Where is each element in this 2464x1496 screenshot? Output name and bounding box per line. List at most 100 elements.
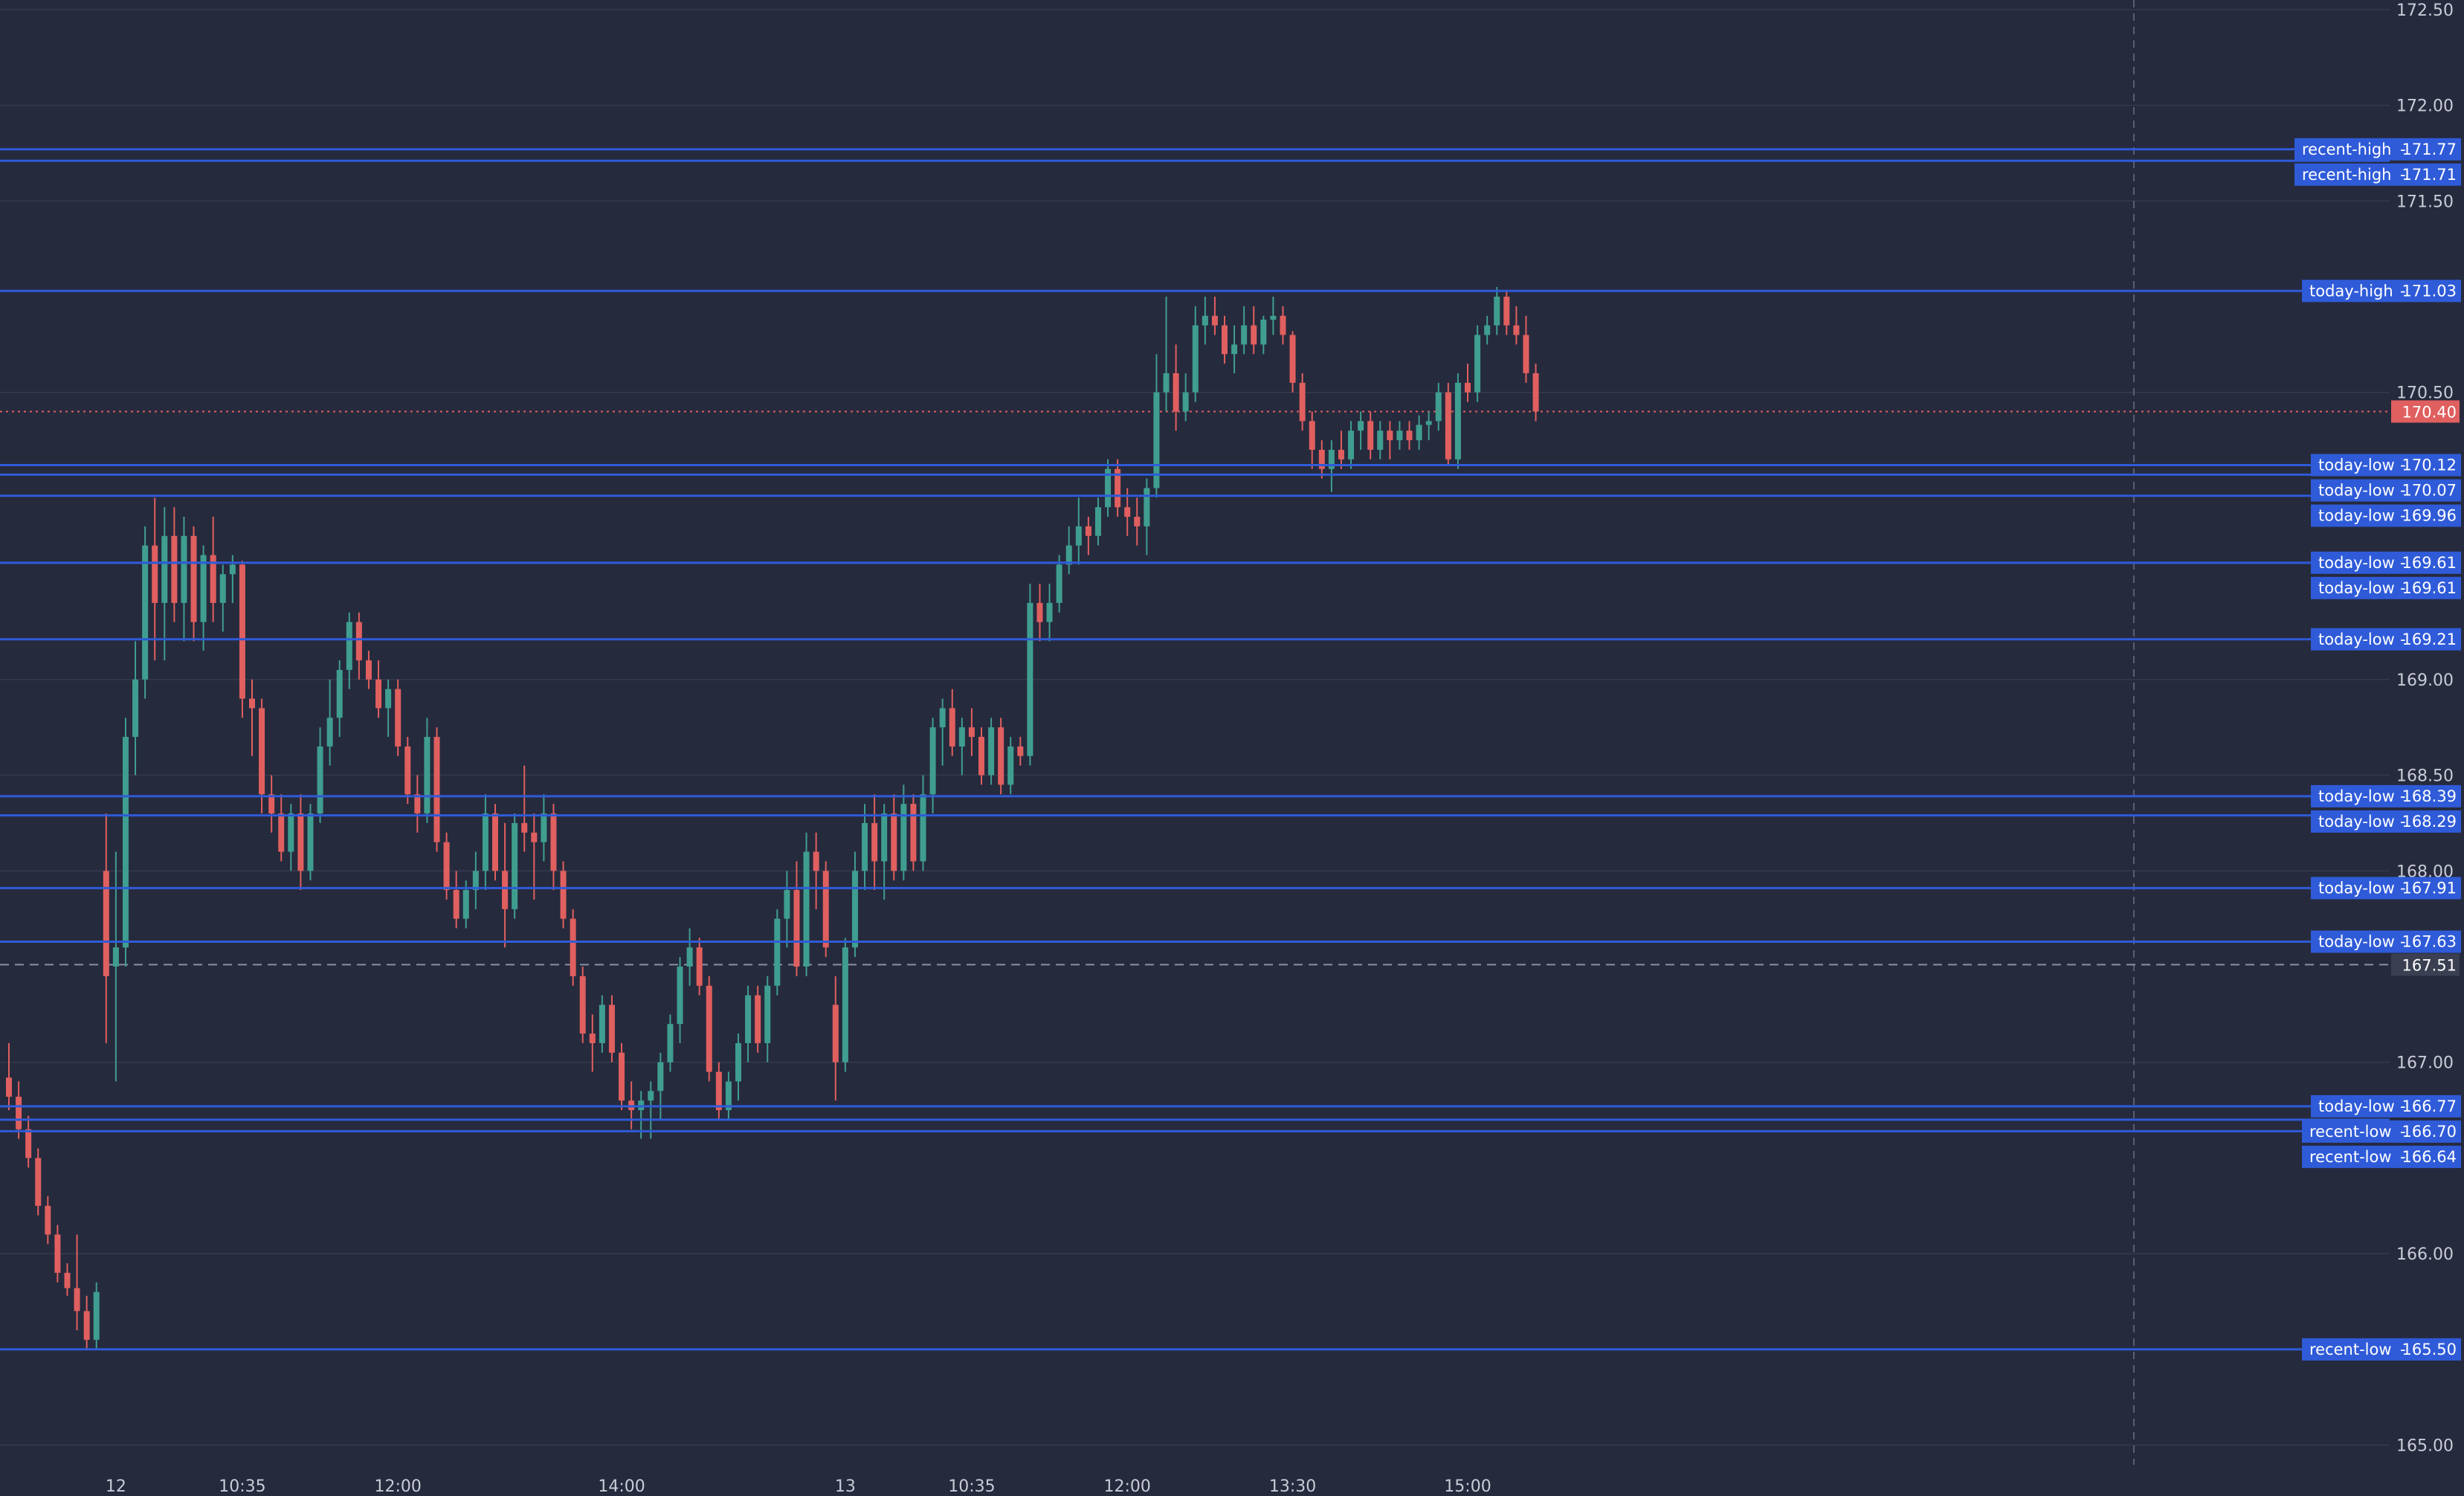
level-label-name: recent-low (2309, 1341, 2392, 1358)
candle-body-down (589, 1034, 596, 1043)
candle-body-up (1105, 468, 1112, 508)
level-label-separator: - (2400, 457, 2406, 474)
level-label-separator: - (2400, 1148, 2406, 1166)
candle-body-down (25, 1129, 32, 1158)
candle-body-up (288, 813, 294, 852)
level-label-value: 168.29 (2402, 813, 2457, 831)
x-tick-label: 12:00 (374, 1477, 421, 1493)
candle-body-down (521, 822, 528, 833)
level-label-name: recent-low (2309, 1123, 2392, 1141)
candle-body-down (1211, 315, 1218, 326)
level-label-name: recent-high (2302, 166, 2391, 184)
candle-body-down (910, 804, 917, 862)
candle-body-up (385, 689, 392, 709)
candle-body-down (54, 1234, 61, 1273)
y-tick-label: 170.50 (2396, 384, 2454, 403)
level-label-name: today-low (2318, 1097, 2395, 1115)
level-label-value: 169.61 (2402, 579, 2457, 597)
candle-body-down (45, 1205, 51, 1235)
candle-body-down (1523, 335, 1529, 373)
candle-body-down (453, 890, 459, 919)
level-label-badge (2302, 1120, 2461, 1143)
candle-body-up (900, 804, 907, 871)
candle-body-down (1222, 325, 1228, 355)
level-label-separator: - (2400, 554, 2406, 572)
candle-body-up (881, 813, 888, 862)
y-tick-label: 171.50 (2396, 193, 2454, 211)
candle-body-down (1280, 315, 1286, 335)
level-label-badge (2311, 454, 2461, 477)
candle-body-up (1056, 564, 1062, 603)
candle-body-down (978, 737, 984, 776)
candle-body-up (1094, 507, 1101, 536)
candle-body-up (472, 871, 479, 890)
x-tick-label: 15:00 (1444, 1477, 1491, 1493)
candle-body-up (1260, 319, 1267, 345)
candle-body-down (103, 871, 109, 976)
level-label-value: 169.96 (2402, 507, 2457, 525)
level-label-separator: - (2400, 482, 2406, 500)
level-label-value: 171.71 (2402, 166, 2457, 184)
candle-body-up (1396, 431, 1403, 441)
candle-body-up (686, 947, 693, 967)
candle-body-up (920, 794, 926, 862)
candle-body-up (648, 1091, 654, 1101)
candle-body-down (414, 794, 421, 814)
level-label-value: 166.70 (2402, 1123, 2457, 1141)
candle-body-down (793, 890, 800, 967)
candle-body-up (803, 851, 810, 967)
y-tick-label: 168.50 (2396, 767, 2454, 786)
candle-body-up (1416, 425, 1422, 441)
level-label-separator: - (2400, 1123, 2406, 1141)
level-label-name: today-low (2318, 457, 2395, 474)
candle-body-up (317, 746, 323, 814)
candle-body-down (619, 1052, 625, 1101)
level-label-value: 170.07 (2402, 482, 2457, 500)
y-tick-label: 165.00 (2396, 1437, 2454, 1456)
candle-body-up (725, 1081, 732, 1111)
candle-body-down (1085, 526, 1091, 536)
candle-body-down (1445, 392, 1451, 460)
x-tick-label: 14:00 (598, 1477, 645, 1493)
candle-body-down (395, 689, 401, 747)
level-label-badge (2302, 280, 2461, 303)
candle-body-up (1007, 746, 1014, 785)
candle-body-down (706, 985, 712, 1072)
current-price-badge (2391, 400, 2460, 423)
level-label-name: today-low (2318, 507, 2395, 525)
level-label-separator: - (2400, 813, 2406, 831)
candle-body-down (278, 813, 285, 852)
level-label-separator: - (2400, 141, 2406, 158)
candle-body-up (1144, 488, 1150, 526)
candle-body-down (297, 813, 304, 871)
y-tick-label: 166.00 (2396, 1245, 2454, 1264)
candle-body-up (1328, 449, 1335, 469)
candle-body-up (1454, 382, 1461, 460)
candle-body-down (696, 947, 703, 986)
candle-body-down (1406, 431, 1413, 441)
level-label-badge (2294, 163, 2461, 186)
candle-body-down (16, 1097, 22, 1129)
candle-body-up (657, 1062, 664, 1092)
candle-body-up (735, 1042, 741, 1082)
candle-body-up (1075, 526, 1082, 546)
candle-body-down (968, 727, 975, 738)
candle-body-up (764, 985, 771, 1043)
candle-body-up (462, 890, 469, 919)
candle-body-up (1202, 315, 1208, 326)
level-label-value: 168.39 (2402, 787, 2457, 805)
candle-body-down (1318, 449, 1325, 469)
y-tick-label: 167.00 (2396, 1054, 2454, 1073)
candle-body-up (112, 947, 119, 967)
level-label-name: today-low (2318, 631, 2395, 648)
candle-body-down (83, 1311, 90, 1340)
candle-body-down (822, 871, 829, 948)
level-label-value: 167.91 (2402, 879, 2457, 897)
candle-body-down (560, 871, 567, 919)
candle-body-down (1134, 517, 1141, 526)
level-label-name: today-low (2318, 787, 2395, 805)
level-label-badge (2311, 551, 2461, 574)
